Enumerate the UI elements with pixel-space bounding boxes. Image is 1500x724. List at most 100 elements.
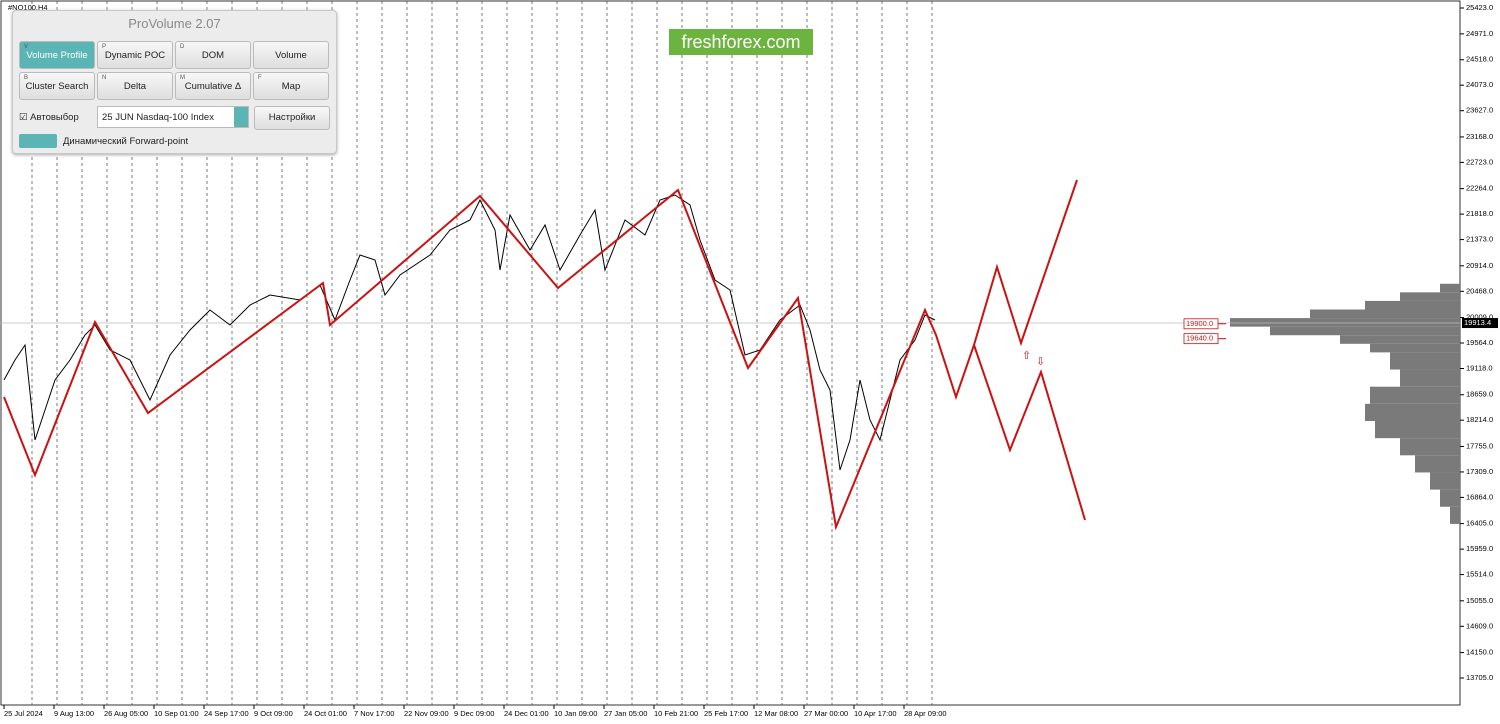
x-tick-label: 28 Apr 09:00: [904, 709, 947, 718]
x-tick-label: 25 Jul 2024: [4, 709, 43, 718]
profile-bar: [1440, 489, 1460, 507]
hotkey: N: [102, 75, 107, 81]
arrow-down: ⇩: [1036, 356, 1045, 368]
x-tick-label: 27 Mar 00:00: [804, 709, 848, 718]
x-tick-label: 24 Sep 17:00: [204, 709, 249, 718]
profile-bar: [1270, 326, 1460, 336]
hotkey: M: [180, 75, 185, 81]
button-label: Volume: [275, 50, 307, 61]
tool-button[interactable]: Volume Profile V: [19, 41, 95, 69]
y-tick-label: 14150.0: [1466, 648, 1493, 657]
y-tick-label: 18214.0: [1466, 415, 1493, 424]
y-tick-label: 20009.0: [1466, 313, 1493, 322]
x-tick-label: 10 Feb 21:00: [654, 709, 698, 718]
level-box: [1183, 318, 1219, 330]
settings-label: Настройки: [268, 112, 316, 123]
profile-bar: [1390, 352, 1460, 370]
panel-title: ProVolume 2.07: [128, 16, 221, 31]
y-tick-label: 22723.0: [1466, 157, 1493, 166]
y-tick-label: 21818.0: [1466, 209, 1493, 218]
y-tick-label: 16864.0: [1466, 492, 1493, 501]
tool-button[interactable]: Volume: [253, 41, 329, 69]
y-tick-label: 18659.0: [1466, 390, 1493, 399]
x-tick-label: 25 Feb 17:00: [704, 709, 748, 718]
profile-bar: [1450, 506, 1460, 524]
tool-button[interactable]: Dynamic POC P: [97, 41, 173, 69]
hotkey: D: [180, 44, 185, 50]
y-tick-label: 24518.0: [1466, 55, 1493, 64]
tool-button[interactable]: DOM D: [175, 41, 251, 69]
tool-button[interactable]: Map F: [253, 72, 329, 100]
x-tick-label: 24 Dec 01:00: [504, 709, 549, 718]
last-price-box: [1462, 318, 1498, 329]
button-label: Cluster Search: [25, 81, 89, 92]
arrow-up: ⇧: [1022, 350, 1031, 362]
x-tick-label: 24 Oct 01:00: [304, 709, 347, 718]
x-tick-label: 26 Aug 05:00: [104, 709, 148, 718]
instrument-select[interactable]: 25 JUN Nasdaq-100 Index: [97, 106, 249, 128]
profile-bar: [1370, 343, 1460, 353]
y-tick-label: 14609.0: [1466, 621, 1493, 630]
profile-bar: [1400, 292, 1460, 301]
forward-toggle[interactable]: [19, 134, 57, 148]
price-line: [3, 194, 936, 471]
tool-button[interactable]: Delta N: [97, 72, 173, 100]
profile-bar: [1400, 438, 1460, 456]
profile-bar: [1365, 403, 1460, 421]
button-label: Dynamic POC: [104, 50, 166, 61]
profile-bar: [1365, 300, 1460, 310]
level-label: 19640.0: [1186, 334, 1213, 343]
y-tick-label: 13705.0: [1466, 673, 1493, 682]
settings-button[interactable]: Настройки: [254, 106, 330, 130]
y-tick-label: 15959.0: [1466, 544, 1493, 553]
y-tick-label: 24971.0: [1466, 29, 1493, 38]
y-tick-label: 16405.0: [1466, 519, 1493, 528]
auto-checkbox[interactable]: ☑ Автовыбор: [19, 112, 79, 123]
x-tick-label: 9 Oct 09:00: [254, 709, 293, 718]
y-tick-label: 23627.0: [1466, 106, 1493, 115]
forward-label: Динамический Forward-point: [63, 136, 189, 147]
x-tick-label: 27 Jan 05:00: [604, 709, 647, 718]
x-tick-label: 9 Dec 09:00: [454, 709, 494, 718]
y-tick-label: 21373.0: [1466, 235, 1493, 244]
button-label: DOM: [201, 50, 225, 61]
profile-bar: [1230, 318, 1460, 327]
y-tick-label: 15514.0: [1466, 570, 1493, 579]
profile-bar: [1400, 369, 1460, 387]
x-tick-label: 10 Jan 09:00: [554, 709, 597, 718]
y-tick-label: 20914.0: [1466, 261, 1493, 270]
button-label: Delta: [123, 81, 147, 92]
x-tick-label: 10 Apr 17:00: [854, 709, 897, 718]
auto-label: Автовыбор: [30, 112, 79, 123]
symbol-label: #NQ100,H4: [8, 3, 48, 12]
y-tick-label: 15055.0: [1466, 596, 1493, 605]
profile-bar: [1370, 386, 1460, 404]
y-tick-label: 24073.0: [1466, 80, 1493, 89]
y-tick-label: 25423.0: [1466, 3, 1493, 12]
profile-bar: [1340, 335, 1460, 344]
y-tick-label: 23168.0: [1466, 132, 1493, 141]
x-tick-label: 22 Nov 09:00: [404, 709, 449, 718]
profile-bar: [1415, 455, 1460, 473]
watermark: freshforex.com: [669, 29, 813, 55]
x-tick-label: 9 Aug 13:00: [54, 709, 94, 718]
last-price-label: 19913.4: [1464, 318, 1491, 327]
instrument: 25 JUN Nasdaq-100 Index: [102, 112, 214, 123]
y-tick-label: 20468.0: [1466, 286, 1493, 295]
x-tick-label: 12 Mar 08:00: [754, 709, 798, 718]
button-label: Map: [281, 81, 301, 92]
profile-bar: [1375, 420, 1460, 439]
profile-bar: [1310, 309, 1460, 319]
tool-button[interactable]: Cluster Search B: [19, 72, 95, 100]
hotkey: B: [24, 75, 29, 81]
button-label: Volume Profile: [26, 50, 88, 61]
level-label: 19900.0: [1186, 319, 1213, 328]
profile-bar: [1440, 283, 1460, 293]
y-tick-label: 17309.0: [1466, 467, 1493, 476]
x-tick-label: 7 Nov 17:00: [354, 709, 394, 718]
y-tick-label: 17755.0: [1466, 441, 1493, 450]
button-label: Cumulative Δ: [184, 81, 242, 92]
